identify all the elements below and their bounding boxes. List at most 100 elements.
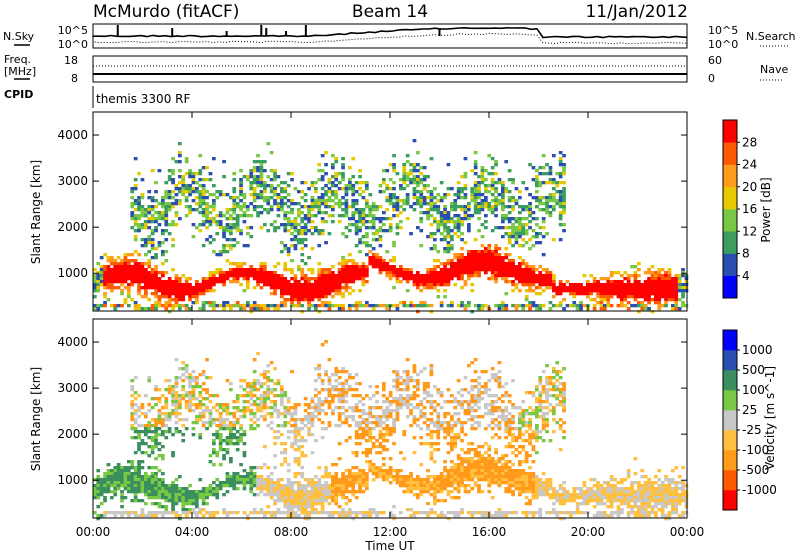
scatter-cell	[157, 169, 162, 173]
scatter-cell	[487, 250, 492, 254]
scatter-cell	[286, 397, 291, 401]
scatter-cell	[140, 271, 145, 275]
scatter-cell	[269, 427, 274, 431]
scatter-cell	[436, 277, 441, 281]
scatter-cell	[429, 475, 434, 479]
scatter-cell	[429, 202, 434, 206]
scatter-cell	[144, 487, 148, 491]
scatter-cell	[684, 277, 689, 281]
scatter-cell	[521, 229, 526, 233]
scatter-cell	[252, 208, 257, 212]
scatter-cell	[494, 163, 498, 167]
scatter-cell	[93, 286, 97, 290]
scatter-cell	[412, 139, 417, 143]
scatter-cell	[677, 289, 682, 293]
scatter-cell	[106, 280, 111, 284]
scatter-cell	[310, 505, 315, 509]
scatter-cell	[371, 223, 376, 227]
scatter-cell	[422, 481, 427, 485]
scatter-cell	[463, 241, 468, 245]
scatter-cell	[205, 487, 209, 491]
scatter-cell	[354, 232, 359, 236]
scatter-cell	[385, 472, 390, 476]
scatter-cell	[273, 190, 277, 194]
scatter-cell	[327, 358, 332, 362]
scatter-cell	[501, 193, 505, 197]
scatter-cell	[256, 511, 260, 515]
scatter-cell	[334, 196, 339, 200]
cpid-label: CPID	[4, 88, 33, 101]
scatter-cell	[249, 397, 254, 401]
scatter-cell	[405, 484, 410, 488]
scatter-cell	[314, 379, 318, 383]
scatter-cell	[490, 199, 495, 203]
scatter-cell	[201, 286, 206, 290]
scatter-cell	[643, 298, 648, 302]
scatter-cell	[246, 175, 250, 179]
scatter-cell	[218, 226, 223, 230]
scatter-cell	[592, 298, 597, 302]
scatter-cell	[463, 283, 468, 287]
scatter-cell	[388, 466, 393, 470]
scatter-cell	[443, 247, 447, 251]
scatter-cell	[161, 457, 165, 461]
scatter-cell	[280, 463, 284, 467]
scatter-cell	[144, 475, 148, 479]
scatter-cell	[178, 487, 182, 491]
scatter-cell	[365, 274, 369, 278]
scatter-cell	[154, 511, 158, 515]
scatter-cell	[181, 487, 186, 491]
scatter-cell	[630, 304, 634, 308]
scatter-cell	[133, 220, 138, 224]
scatter-cell	[382, 388, 386, 392]
scatter-cell	[164, 403, 169, 407]
scatter-cell	[385, 412, 390, 416]
scatter-cell	[303, 193, 308, 197]
scatter-cell	[212, 277, 216, 281]
scatter-cell	[524, 283, 529, 287]
scatter-cell	[232, 190, 237, 194]
scatter-cell	[324, 211, 328, 215]
scatter-cell	[494, 253, 498, 257]
scatter-cell	[501, 187, 505, 191]
scatter-cell	[402, 208, 407, 212]
scatter-cell	[212, 442, 216, 446]
scatter-cell	[96, 262, 101, 266]
scatter-cell	[392, 430, 396, 434]
scatter-cell	[392, 214, 396, 218]
scatter-cell	[188, 292, 192, 296]
scatter-cell	[654, 298, 658, 302]
scatter-cell	[140, 280, 145, 284]
scatter-cell	[154, 421, 158, 425]
scatter-cell	[286, 253, 291, 257]
scatter-cell	[201, 280, 206, 284]
scatter-cell	[137, 466, 141, 470]
scatter-cell	[256, 184, 260, 188]
scatter-cell	[198, 184, 203, 188]
scatter-cell	[144, 244, 148, 248]
scatter-cell	[674, 286, 679, 290]
scatter-cell	[320, 496, 325, 500]
scatter-cell	[327, 304, 332, 308]
scatter-cell	[395, 397, 400, 401]
scatter-cell	[252, 187, 257, 191]
scatter-cell	[392, 385, 396, 389]
scatter-cell	[545, 172, 549, 176]
scatter-cell	[409, 508, 413, 512]
scatter-cell	[154, 274, 158, 278]
scatter-cell	[378, 436, 383, 440]
scatter-cell	[147, 475, 152, 479]
scatter-cell	[164, 304, 169, 308]
scatter-cell	[365, 244, 369, 248]
scatter-cell	[242, 430, 247, 434]
scatter-cell	[460, 205, 464, 209]
scatter-cell	[361, 283, 366, 287]
scatter-cell	[392, 424, 396, 428]
scatter-cell	[229, 484, 233, 488]
scatter-cell	[521, 280, 526, 284]
scatter-cell	[620, 274, 624, 278]
scatter-cell	[314, 406, 318, 410]
scatter-cell	[422, 367, 427, 371]
scatter-cell	[545, 280, 549, 284]
scatter-cell	[157, 427, 162, 431]
